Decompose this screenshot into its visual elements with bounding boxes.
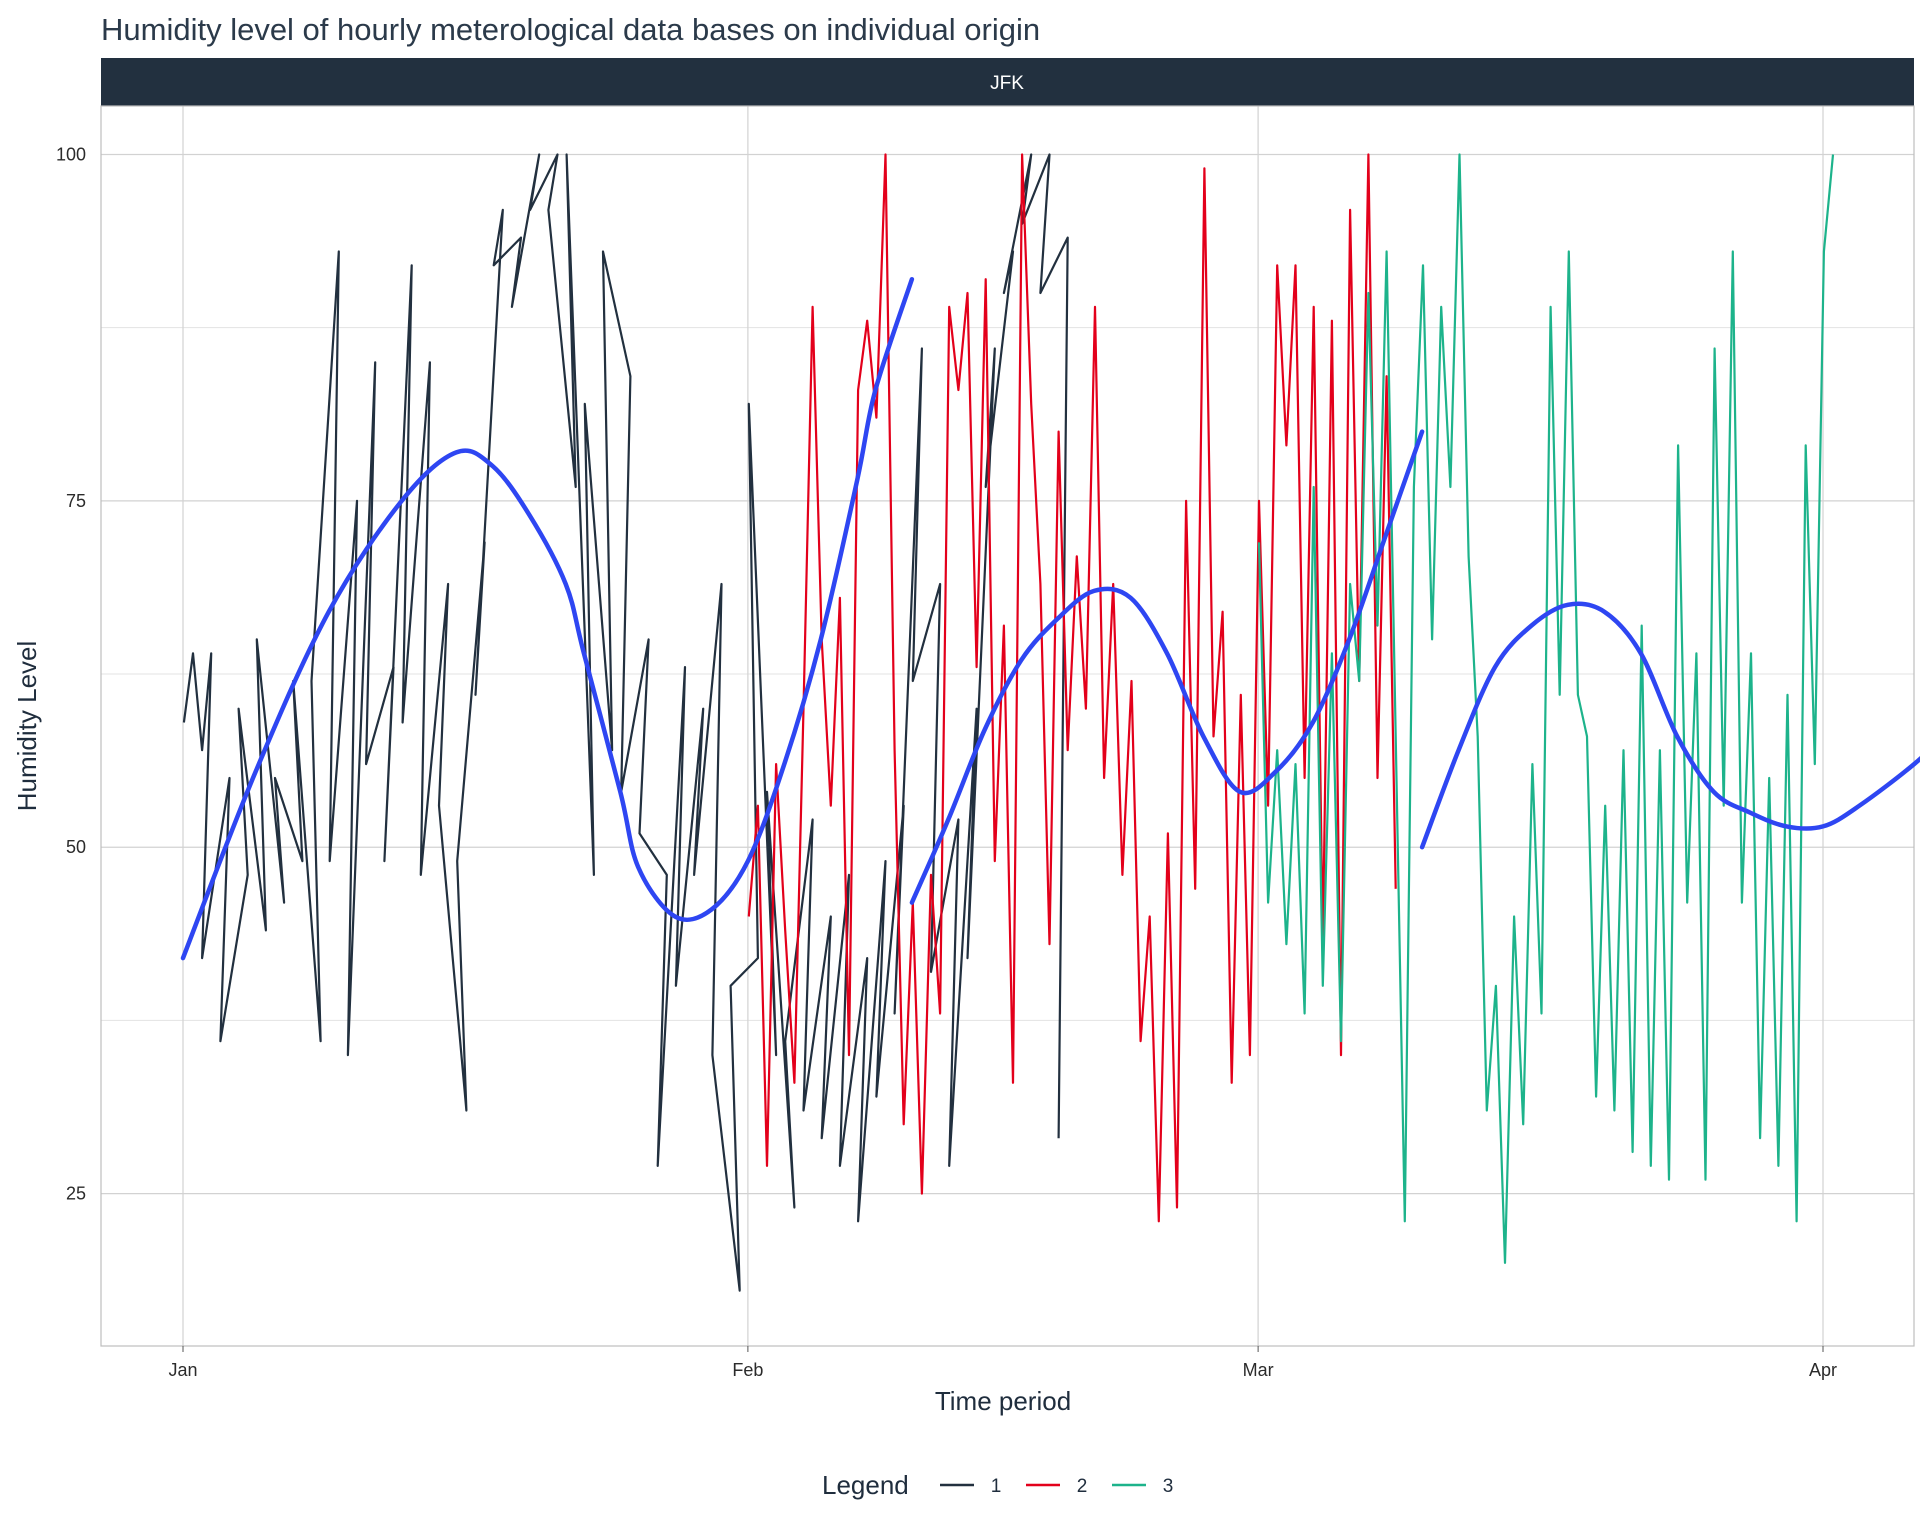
series-layer [182,153,1835,1292]
x-axis-title: Time period [935,1386,1071,1416]
legend-label-2: 2 [1077,1476,1088,1497]
chart-title: Humidity level of hourly meterological d… [101,12,1041,47]
y-axis-ticks: 25 50 75 100 [56,144,86,1203]
legend-label-3: 3 [1163,1476,1174,1497]
smooth-layer [180,276,1920,961]
y-tick-label: 100 [56,144,86,164]
y-axis-title: Humidity Level [12,641,42,812]
y-tick-label: 75 [66,491,86,511]
smooth-curve-1 [180,276,915,961]
series-line-1 [182,153,1069,1292]
series-line-3 [1257,153,1835,1265]
legend-label-1: 1 [991,1476,1002,1497]
x-tick-label: Mar [1243,1360,1274,1380]
y-tick-label: 50 [66,837,86,857]
legend: Legend 1 2 3 [822,1470,1173,1500]
y-tick-label: 25 [66,1184,86,1204]
panel-border [100,105,1915,1347]
facet-strip [101,58,1914,106]
legend-title: Legend [822,1470,909,1500]
facet-strip-label: JFK [990,73,1024,94]
x-tick-label: Feb [732,1360,763,1380]
smooth-curve-2 [909,429,1425,905]
x-tick-label: Apr [1809,1360,1837,1380]
x-tick-label: Jan [168,1360,197,1380]
smooth-curve-3 [1419,601,1920,850]
series-line-2 [747,153,1397,1223]
x-axis-ticks: Jan Feb Mar Apr [168,1346,1837,1380]
